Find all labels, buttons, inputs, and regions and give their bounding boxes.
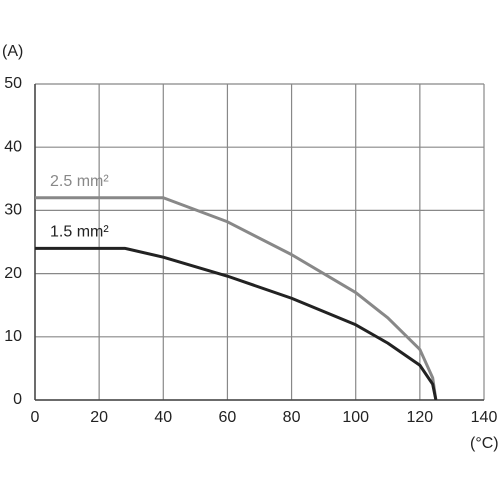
x-tick-label: 120 [407,409,434,426]
series-line [35,196,438,401]
x-tick-label: 0 [31,409,40,426]
y-tick-label: 0 [13,391,22,408]
y-tick-label: 50 [4,75,22,92]
series-line [35,246,438,401]
y-tick-label: 20 [4,265,22,282]
x-tick-label: 40 [154,409,172,426]
x-tick-label: 140 [471,409,498,426]
x-axis-label: (°C) [470,435,499,452]
x-tick-label: 20 [90,409,108,426]
y-axis-label: (A) [2,43,23,60]
series-label: 2.5 mm² [50,173,109,190]
x-tick-label: 80 [283,409,301,426]
y-tick-label: 40 [4,138,22,155]
y-tick-label: 10 [4,328,22,345]
x-tick-label: 100 [342,409,369,426]
series-label: 1.5 mm² [50,224,109,241]
y-tick-label: 30 [4,202,22,219]
x-tick-label: 60 [219,409,237,426]
